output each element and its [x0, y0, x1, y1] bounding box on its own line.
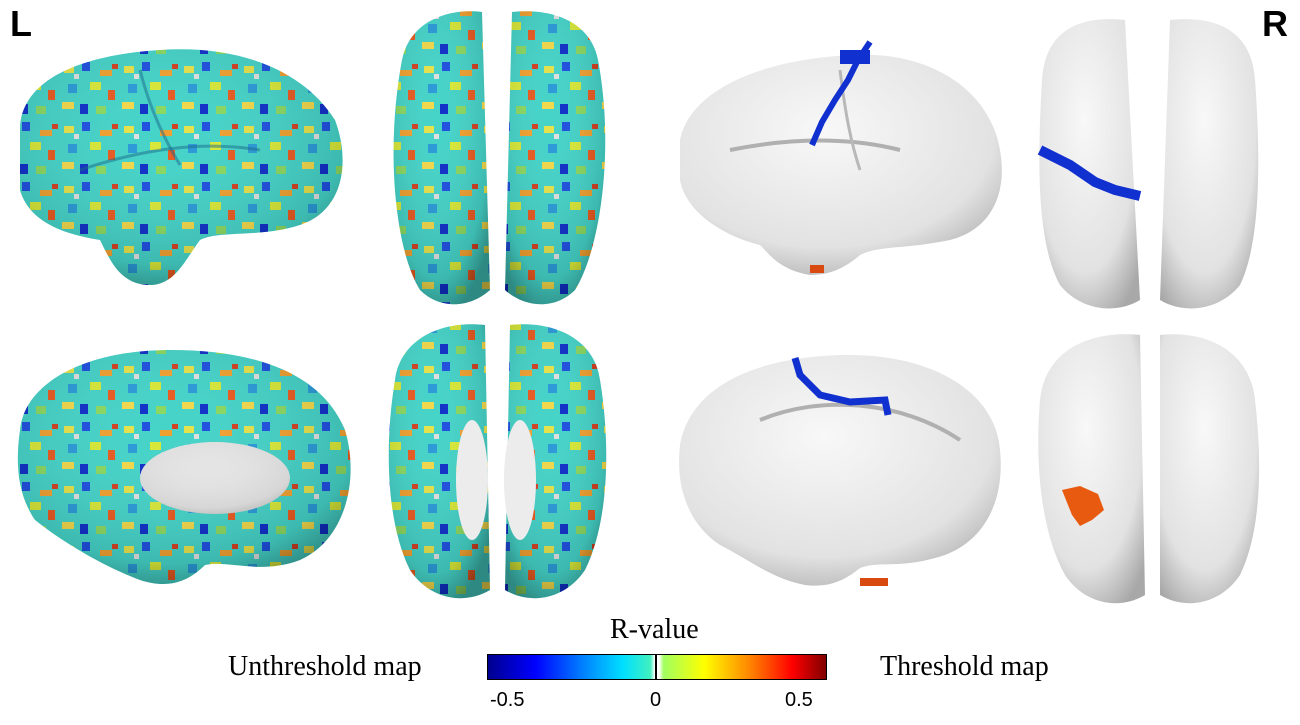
colorbar-title: R-value	[610, 614, 699, 645]
left-hemisphere-label: L	[10, 3, 32, 44]
thresh-dorsal-view	[1037, 19, 1259, 309]
unthresh-dorsal-view	[393, 11, 606, 305]
colorbar-tick-positive: 0.5	[785, 689, 813, 711]
right-hemisphere-label: R	[1262, 3, 1288, 44]
colorbar	[487, 654, 827, 680]
unthresh-lateral-view	[20, 49, 343, 286]
thresh-ventral-view	[1038, 334, 1260, 604]
colorbar-tick-zero: 0	[650, 689, 662, 711]
unthreshold-caption: Unthreshold map	[228, 651, 422, 682]
colorbar-zero-tick	[655, 654, 657, 680]
unthresh-ventral-view	[388, 324, 607, 599]
thresh-medial-view	[679, 355, 1001, 586]
colorbar-tick-negative: -0.5	[490, 689, 525, 711]
thresh-lateral-view	[680, 40, 1002, 275]
threshold-caption: Threshold map	[880, 651, 1049, 682]
unthresh-medial-view	[17, 350, 351, 585]
